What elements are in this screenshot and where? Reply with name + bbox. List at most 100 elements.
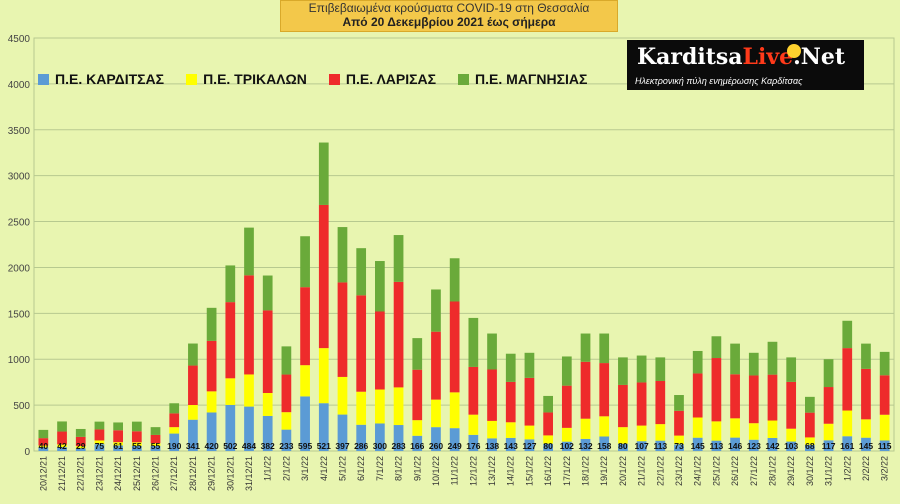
bar-segment-larisa: [206, 340, 217, 392]
bar-segment-larisa: [580, 361, 591, 419]
chart-subtitle: Από 20 Δεκεμβρίου 2021 έως σήμερα: [342, 15, 556, 29]
x-tick-label: 23/12/21: [94, 456, 104, 491]
x-tick-label: 14/1/22: [506, 456, 516, 486]
data-label: 190: [167, 441, 181, 451]
bar-segment-larisa: [842, 348, 853, 411]
bar-segment-karditsa: [318, 403, 329, 451]
bar-segment-karditsa: [188, 419, 198, 451]
bar-segment-magnisia: [412, 338, 423, 370]
legend-item-magnisia: Π.Ε. ΜΑΓΝΗΣΙΑΣ: [458, 71, 587, 87]
bar-segment-larisa: [636, 382, 647, 426]
data-label: 397: [335, 441, 349, 451]
bar-segment-trikala: [767, 420, 778, 438]
bar-segment-magnisia: [842, 320, 853, 349]
bar-segment-larisa: [57, 431, 67, 445]
bar-segment-trikala: [711, 421, 722, 441]
data-label: 113: [710, 441, 724, 451]
bar-segment-magnisia: [113, 422, 123, 431]
x-tick-label: 21/1/22: [637, 456, 647, 486]
bar-segment-larisa: [131, 431, 142, 443]
bar-segment-magnisia: [188, 343, 198, 366]
legend: Π.Ε. ΚΑΡΔΙΤΣΑΣ Π.Ε. ΤΡΙΚΑΛΩΝ Π.Ε. ΛΑΡΙΣΑ…: [38, 71, 609, 87]
logo-tagline: Ηλεκτρονική πύλη ενημέρωσης Καρδίτσας: [635, 76, 803, 86]
bar-segment-karditsa: [786, 441, 797, 451]
bar-segment-trikala: [188, 405, 198, 420]
legend-item-trikala: Π.Ε. ΤΡΙΚΑΛΩΝ: [186, 71, 307, 87]
bar-segment-magnisia: [281, 346, 292, 375]
bar-segment-karditsa: [618, 443, 628, 451]
data-label: 166: [410, 441, 424, 451]
bar-segment-magnisia: [767, 341, 778, 375]
x-tick-label: 24/12/21: [113, 456, 123, 491]
x-tick-label: 28/1/22: [767, 456, 777, 486]
bar-segment-karditsa: [393, 425, 404, 451]
bar-segment-larisa: [711, 358, 722, 422]
x-tick-label: 29/12/21: [207, 456, 217, 491]
grid-lines: [33, 37, 895, 452]
bar-segment-magnisia: [169, 403, 180, 414]
bar-segment-trikala: [487, 420, 497, 439]
data-label: 132: [578, 441, 592, 451]
data-label: 68: [805, 441, 815, 451]
data-label: 521: [317, 441, 331, 451]
bar-segment-trikala: [38, 445, 49, 448]
bar-segment-larisa: [767, 374, 778, 421]
legend-item-karditsa: Π.Ε. ΚΑΡΔΙΤΣΑΣ: [38, 71, 164, 87]
data-label: 113: [653, 441, 667, 451]
data-label: 420: [205, 441, 219, 451]
bar-segment-magnisia: [75, 428, 86, 437]
y-tick-label: 2500: [8, 218, 31, 229]
bar-segment-trikala: [561, 427, 572, 442]
bar-segment-larisa: [599, 363, 610, 417]
bar-segment-karditsa: [524, 439, 535, 451]
data-label: 502: [223, 441, 237, 451]
data-label: 161: [840, 441, 854, 451]
data-label: 42: [57, 441, 67, 451]
bar-segment-larisa: [244, 275, 254, 375]
bar-segment-magnisia: [38, 429, 49, 439]
bar-segment-trikala: [131, 442, 142, 446]
chart-title-box: Επιβεβαιωμένα κρούσματα COVID-19 στη Θεσ…: [280, 0, 618, 32]
bar-segment-karditsa: [131, 445, 142, 451]
bar-segment-larisa: [431, 331, 441, 400]
bar-segment-magnisia: [636, 355, 647, 383]
bar-segment-larisa: [823, 387, 834, 424]
bar-segment-trikala: [318, 348, 329, 404]
bar-segment-karditsa: [655, 440, 666, 451]
data-label: 75: [95, 441, 105, 451]
x-tick-label: 27/12/21: [169, 456, 179, 491]
bar-segment-magnisia: [618, 357, 628, 385]
y-tick-label: 3000: [8, 172, 31, 183]
bar-segment-trikala: [636, 425, 647, 442]
bar-segment-karditsa: [449, 428, 460, 451]
bar-segment-karditsa: [337, 414, 348, 451]
x-tick-label: 18/1/22: [581, 456, 591, 486]
y-tick-label: 3500: [8, 126, 31, 137]
x-tick-label: 27/1/22: [749, 456, 759, 486]
bar-segment-trikala: [842, 410, 853, 437]
bar-segment-magnisia: [655, 357, 666, 381]
bar-segment-magnisia: [225, 265, 236, 303]
x-tick-label: 1/2/22: [842, 456, 852, 481]
bar-segment-larisa: [618, 384, 628, 428]
x-tick-label: 3/1/22: [300, 456, 310, 481]
bar-segment-magnisia: [599, 333, 610, 364]
bar-segment-larisa: [524, 377, 535, 426]
data-label: 80: [618, 441, 628, 451]
bar-segment-magnisia: [206, 307, 217, 341]
legend-swatch-magnisia: [458, 73, 470, 85]
logo-wordmark: KarditsaLive.Net: [637, 44, 845, 70]
bar-segment-karditsa: [748, 439, 759, 451]
bar-segment-karditsa: [38, 447, 49, 451]
data-label: 138: [485, 441, 499, 451]
data-label: 127: [522, 441, 536, 451]
bar-segment-karditsa: [150, 445, 161, 451]
data-label: 80: [543, 441, 553, 451]
bar-segment-magnisia: [131, 421, 142, 432]
bar-segment-magnisia: [823, 359, 834, 388]
bar-segment-karditsa: [636, 441, 647, 451]
x-tick-label: 21/12/21: [57, 456, 67, 491]
x-tick-label: 17/1/22: [562, 456, 572, 486]
bar-segment-karditsa: [375, 423, 385, 451]
bar-segment-trikala: [805, 437, 815, 445]
